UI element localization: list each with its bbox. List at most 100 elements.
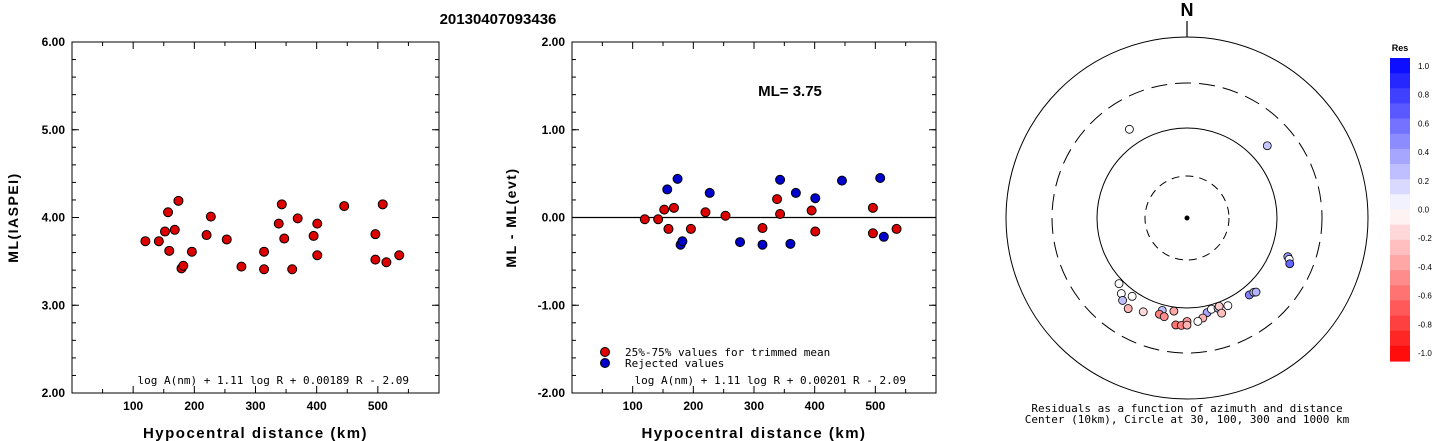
station-residual-marker (1138, 307, 1148, 317)
colorbar-segment (1390, 58, 1410, 74)
data-point-trimmed (140, 236, 151, 247)
colorbar-segment (1390, 345, 1410, 362)
station-residual-marker (1127, 291, 1137, 301)
data-point-trimmed (659, 204, 670, 215)
colorbar-segment (1390, 103, 1410, 120)
colorbar-tick-label: 0.4 (1418, 148, 1430, 157)
data-point-rejected (672, 173, 683, 184)
colorbar-tick-label: 0.0 (1418, 206, 1430, 215)
legend-marker-rejected (600, 358, 610, 368)
colorbar-segment (1390, 300, 1410, 317)
data-point-trimmed (867, 202, 878, 213)
colorbar-segment (1390, 194, 1410, 211)
data-point-trimmed (663, 223, 674, 234)
colorbar-tick-label: -0.6 (1418, 292, 1432, 301)
colorbar-segment (1390, 285, 1410, 301)
y-axis-label: ML - ML(evt) (503, 167, 519, 267)
colorbar-segment (1390, 239, 1410, 256)
x-axis-label: Hypocentral distance (km) (641, 425, 866, 441)
x-tick-label: 100 (123, 399, 143, 413)
data-point-trimmed (292, 213, 303, 224)
data-point-rejected (836, 175, 847, 186)
y-tick-label: 6.00 (42, 35, 66, 49)
data-point-trimmed (163, 207, 174, 218)
station-residual-marker (1125, 124, 1134, 134)
colorbar-tick-label: -1.0 (1418, 349, 1432, 358)
data-point-trimmed (891, 223, 902, 234)
station-residual-marker (1262, 141, 1272, 151)
formula-text: log A(nm) + 1.11 log R + 0.00189 R - 2.0… (137, 374, 409, 387)
y-tick-label: 5.00 (42, 123, 66, 137)
station-residual-marker (1182, 320, 1192, 330)
x-tick-label: 500 (368, 399, 388, 413)
station-residual-marker (1118, 296, 1127, 305)
station-residual-marker (1123, 304, 1133, 313)
data-point-rejected (810, 193, 821, 204)
data-point-trimmed (653, 214, 664, 225)
data-point-trimmed (153, 236, 164, 247)
data-point-trimmed (810, 226, 821, 237)
data-point-trimmed (276, 199, 287, 210)
data-point-trimmed (339, 201, 350, 212)
colorbar-segment (1390, 270, 1410, 286)
residual-distance-panel: 100 200 300 400 500 -2.00 -1.00 0.00 1.00 2.00 Hyp… (503, 35, 937, 441)
center-point (1184, 215, 1190, 221)
x-tick-label: 500 (865, 399, 885, 413)
data-point-rejected (677, 236, 688, 247)
x-axis-label: Hypocentral distance (km) (143, 425, 368, 441)
x-tick-label: 100 (623, 399, 643, 413)
data-point-trimmed (867, 228, 878, 239)
ring-30km (1144, 175, 1230, 261)
data-point-trimmed (381, 257, 392, 268)
ring-300km (1051, 82, 1323, 354)
data-point-rejected (757, 239, 768, 250)
caption-line-2: Center (10km), Circle at 30, 100, 300 an… (1025, 413, 1350, 426)
data-point-trimmed (236, 261, 247, 272)
data-point-trimmed (700, 207, 711, 218)
data-point-trimmed (685, 223, 696, 234)
legend-label-trimmed: 25%-75% values for trimmed mean (625, 346, 830, 359)
station-residual-marker (1251, 287, 1261, 297)
station-residual-marker (1169, 306, 1179, 316)
colorbar-tick-label: 0.8 (1418, 91, 1430, 100)
colorbar-segment (1390, 315, 1410, 332)
x-tick-label: 400 (805, 399, 825, 413)
data-point-trimmed (370, 229, 381, 240)
y-tick-label: -1.00 (538, 298, 566, 312)
data-point-trimmed (173, 195, 184, 206)
ml-distance-panel: 100 200 300 400 500 2.00 3.00 4.00 5.00 6.00 Hypoc… (5, 35, 440, 441)
legend-label-rejected: Rejected values (625, 357, 724, 370)
caption-line-1: Residuals as a function of azimuth and d… (1031, 402, 1342, 415)
data-point-trimmed (639, 214, 650, 225)
data-point-trimmed (178, 260, 189, 271)
data-point-trimmed (287, 264, 298, 275)
y-tick-label: 0.00 (542, 211, 566, 225)
azimuth-residual-panel: N Residuals as a function of azimuth and … (1005, 0, 1432, 426)
figure-title: 20130407093436 (440, 11, 557, 28)
y-tick-label: 2.00 (542, 35, 566, 49)
formula-text: log A(nm) + 1.11 log R + 0.00201 R - 2.0… (634, 374, 906, 387)
colorbar-title: Res (1392, 43, 1409, 53)
colorbar-segment (1390, 209, 1410, 226)
station-residual-marker (1159, 312, 1169, 322)
data-point-trimmed (259, 246, 270, 257)
data-point-trimmed (205, 211, 216, 222)
data-point-trimmed (668, 202, 679, 213)
y-tick-label: 3.00 (42, 298, 66, 312)
data-point-rejected (785, 238, 796, 249)
data-point-trimmed (159, 226, 170, 237)
station-residual-marker (1193, 316, 1203, 326)
station-residual-marker (1285, 259, 1295, 269)
colorbar-tick-label: 1.0 (1418, 62, 1430, 71)
data-point-trimmed (377, 199, 388, 210)
plot-frame (71, 41, 440, 394)
y-tick-label: 2.00 (42, 386, 66, 400)
data-point-rejected (735, 237, 746, 248)
colorbar-tick-label: 0.6 (1418, 119, 1430, 128)
colorbar-tick-label: -0.4 (1418, 263, 1432, 272)
data-point-rejected (704, 187, 715, 198)
y-tick-label: 4.00 (42, 211, 66, 225)
legend-marker-trimmed (600, 347, 610, 357)
ml-value-annotation: ML= 3.75 (758, 83, 822, 100)
